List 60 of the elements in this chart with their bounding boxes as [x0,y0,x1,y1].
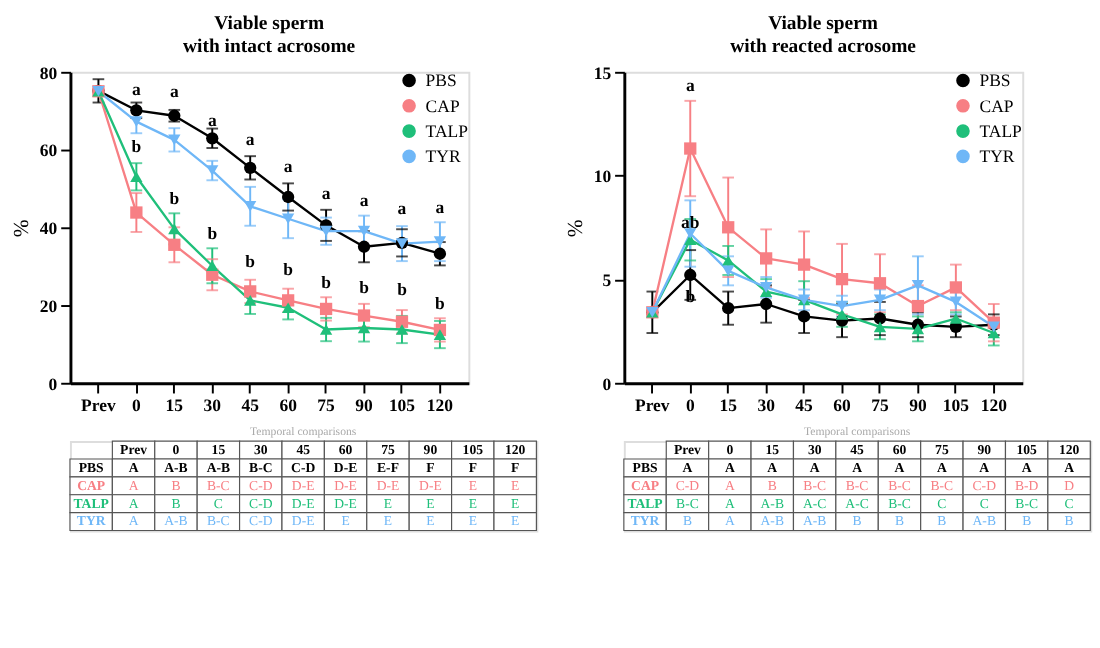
annotation: b [131,136,142,157]
x-tick-label: 90 [355,394,375,415]
x-tick-label: 0 [685,394,696,415]
annotation: a [435,196,446,217]
x-tick-label: 75 [317,394,337,415]
x-tick-label: 90 [909,394,928,415]
annotation: b [169,187,180,208]
annotation: b [359,276,370,297]
y-tick-label: 0 [602,373,613,394]
x-tick-label: 30 [757,394,777,415]
legend-label: PBS [425,70,457,91]
legend-label: TALP [979,120,1023,141]
x-tick-label: 105 [942,394,971,415]
y-axis-title: % [10,219,35,238]
y-tick-label: 10 [593,166,613,187]
x-tick-label: 75 [871,394,890,415]
y-tick-label: 5 [602,269,613,290]
y-tick-label: 0 [48,373,59,394]
x-tick-label: Prev [81,394,117,415]
annotation: a [131,79,142,100]
x-tick-label: 30 [203,394,223,415]
y-tick-label: 15 [593,62,613,83]
y-tick-label: 80 [39,62,59,83]
annotation: a [207,109,218,130]
y-tick-label: 40 [39,218,59,239]
x-tick-label: 45 [795,394,815,415]
x-tick-label: Prev [635,394,671,415]
annotation: b [397,278,408,299]
y-tick-label: 20 [39,295,59,316]
annotation: b [435,293,446,314]
annotation: b [321,271,332,292]
y-tick-label: 60 [39,140,59,161]
x-tick-label: 120 [426,394,455,415]
annotation: a [359,189,370,210]
annotation: a [685,74,696,95]
annotation: b [245,250,256,271]
annotation: a [169,81,180,102]
legend-label: PBS [979,70,1011,91]
legend-label: TYR [425,146,461,167]
y-axis-title: % [564,219,589,238]
annotation: a [397,197,408,218]
x-tick-label: 0 [131,394,142,415]
legend-label: TALP [425,120,469,141]
x-tick-label: 105 [388,394,417,415]
legend-label: CAP [425,95,460,116]
x-tick-label: 15 [165,394,185,415]
annotation: a [245,128,256,149]
annotation: b [207,223,218,244]
legend-label: TYR [979,146,1015,167]
x-tick-label: 60 [279,394,299,415]
legend-label: CAP [979,95,1014,116]
x-tick-label: 15 [719,394,739,415]
annotation: b [283,258,294,279]
annotation: a [321,182,332,203]
x-tick-label: 45 [241,394,261,415]
chart-title: Viable sperm with reacted acrosome [730,13,918,59]
x-tick-label: 60 [833,394,853,415]
x-tick-label: 120 [980,394,1009,415]
annotation: a [283,156,294,177]
chart-title: Viable sperm with intact acrosome [183,13,357,59]
